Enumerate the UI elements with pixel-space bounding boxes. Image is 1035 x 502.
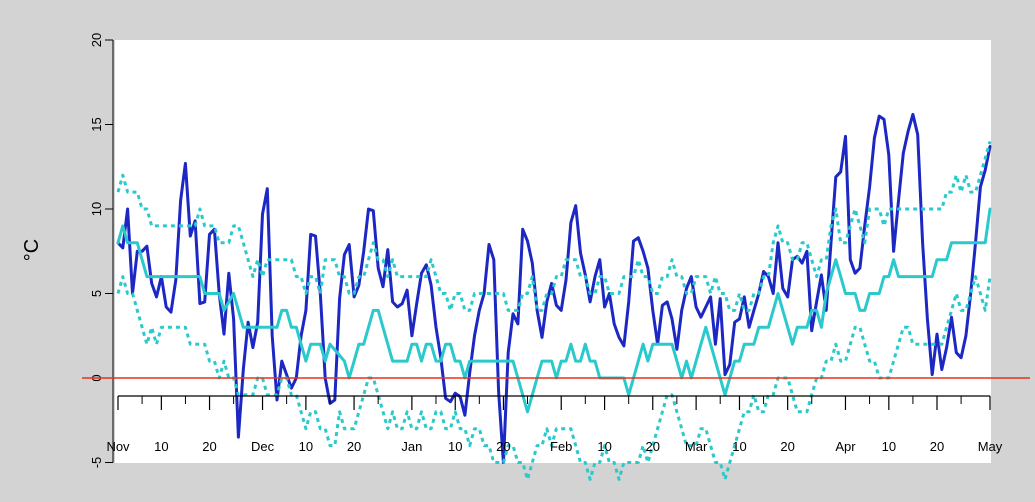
x-tick-label: 20 [347,439,361,454]
x-tick-label: 10 [597,439,611,454]
y-tick-label: 5 [89,290,104,297]
x-tick-label: 20 [496,439,510,454]
solid-series-line-0 [116,112,992,464]
x-tick-label: Nov [106,439,130,454]
x-tick-label: Feb [550,439,572,454]
x-axis: Nov 10 20 Dec 10 20 Jan 10 20 Feb 10 20 Mar 10 20 Apr 10… [106,395,1003,454]
y-tick-label: 15 [89,117,104,131]
x-tick-label: 20 [780,439,794,454]
x-tick-label: 10 [732,439,746,454]
x-tick-label: 10 [448,439,462,454]
x-tick-label: May [978,439,1003,454]
x-tick-label: Apr [835,439,856,454]
x-tick-label: 20 [202,439,216,454]
y-tick-label: 20 [89,33,104,47]
x-tick-label: Jan [401,439,422,454]
x-tick-label: 10 [154,439,168,454]
x-tick-label: Dec [251,439,275,454]
y-tick-label: -5 [89,457,104,469]
x-tick-label: Mar [685,439,708,454]
x-tick-label: 20 [930,439,944,454]
dotted-series-line-3 [116,275,992,481]
x-tick-label: 10 [882,439,896,454]
y-tick-label: 10 [89,202,104,216]
x-tick-label: 10 [299,439,313,454]
y-axis-title: °C [21,239,43,261]
dotted-series-line-2 [116,140,992,312]
x-tick-label: 20 [646,439,660,454]
